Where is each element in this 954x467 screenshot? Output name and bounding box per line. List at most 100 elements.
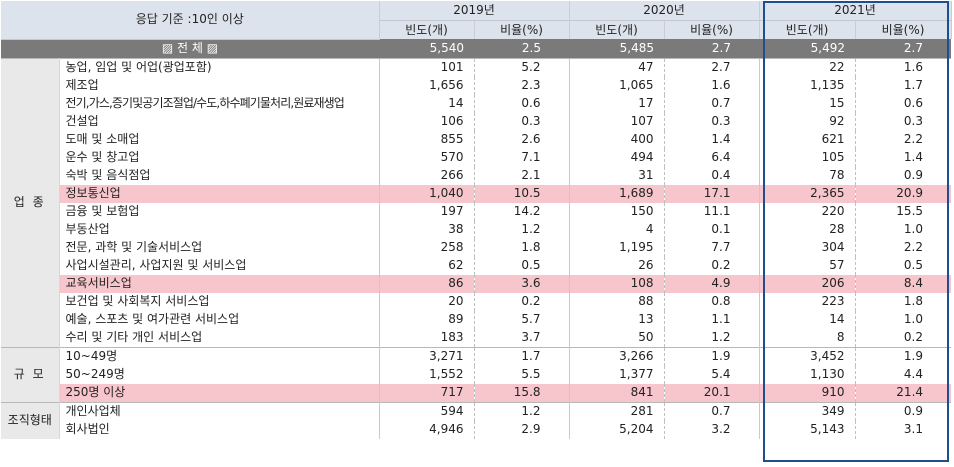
cell-freq-2019: 86 bbox=[378, 274, 475, 293]
row-label: 10~49명 bbox=[59, 346, 380, 366]
cell-ratio-2021: 1.0 bbox=[854, 310, 952, 329]
cell-freq-2020: 107 bbox=[568, 112, 665, 131]
row-label: 정보통신업 bbox=[59, 184, 380, 203]
cell-freq-2019: 717 bbox=[378, 383, 475, 402]
table-row: 도매 및 소매업 855 2.6 400 1.4 621 2.2 bbox=[1, 130, 952, 149]
cell-freq-2021: 28 bbox=[758, 220, 856, 239]
ratio-header-2021: 비율(%) bbox=[855, 20, 952, 39]
cell-freq-2021: 223 bbox=[758, 292, 856, 311]
cell-ratio-2021: 20.9 bbox=[854, 184, 952, 203]
cell-ratio-2019: 1.8 bbox=[473, 238, 570, 257]
cell-freq-2019: 89 bbox=[378, 310, 475, 329]
cell-freq-2021: 1,135 bbox=[758, 76, 856, 95]
table-row: 교육서비스업 86 3.6 108 4.9 206 8.4 bbox=[1, 274, 952, 293]
table-row: 250명 이상 717 15.8 841 20.1 910 21.4 bbox=[1, 383, 952, 402]
cell-ratio-2021: 0.9 bbox=[854, 166, 952, 185]
cell-ratio-2019: 0.6 bbox=[473, 94, 570, 113]
table-header: 응답 기준 :10인 이상 2019년 2020년 2021년 빈도(개) 비율… bbox=[1, 1, 952, 40]
cell-ratio-2019: 15.8 bbox=[473, 383, 570, 402]
cell-freq-2020: 841 bbox=[568, 383, 665, 402]
cell-freq-2019: 1,656 bbox=[378, 76, 475, 95]
cell-freq-2019: 570 bbox=[378, 148, 475, 167]
cell-ratio-2019: 14.2 bbox=[473, 202, 570, 221]
cell-freq-2020: 5,204 bbox=[568, 420, 665, 439]
total-freq-2020: 5,485 bbox=[569, 39, 665, 58]
cell-freq-2021: 3,452 bbox=[758, 346, 856, 366]
table-row: 규 모 10~49명 3,271 1.7 3,266 1.9 3,452 1.9 bbox=[1, 346, 952, 402]
cell-ratio-2020: 0.7 bbox=[663, 401, 760, 421]
statistics-table: 응답 기준 :10인 이상 2019년 2020년 2021년 빈도(개) 비율… bbox=[1, 1, 952, 439]
table-row: 부동산업 38 1.2 4 0.1 28 1.0 bbox=[1, 220, 952, 239]
row-label: 수리 및 기타 개인 서비스업 bbox=[65, 330, 203, 344]
cell-ratio-2020: 17.1 bbox=[663, 184, 760, 203]
total-freq-2021: 5,492 bbox=[759, 39, 856, 58]
cell-freq-2020: 1,065 bbox=[568, 76, 665, 95]
cell-freq-2019: 106 bbox=[378, 112, 475, 131]
cell-freq-2020: 47 bbox=[568, 57, 665, 77]
cell-freq-2019: 183 bbox=[378, 328, 475, 347]
cell-ratio-2020: 1.1 bbox=[663, 310, 760, 329]
cell-freq-2019: 855 bbox=[378, 130, 475, 149]
row-label: 운수 및 창고업 bbox=[65, 150, 140, 164]
cell-freq-2020: 150 bbox=[568, 202, 665, 221]
group-label-size: 규 모 bbox=[1, 346, 60, 402]
row-label: 부동산업 bbox=[65, 222, 110, 236]
total-row: ▨ 전 체 ▨ 5,540 2.5 5,485 2.7 5,492 2.7 bbox=[1, 39, 952, 58]
cell-ratio-2019: 2.3 bbox=[473, 76, 570, 95]
table-row: 정보통신업 1,040 10.5 1,689 17.1 2,365 20.9 bbox=[1, 184, 952, 203]
cell-ratio-2021: 2.2 bbox=[854, 238, 952, 257]
cell-freq-2019: 3,271 bbox=[378, 346, 475, 366]
cell-ratio-2019: 10.5 bbox=[473, 184, 570, 203]
row-label: 회사법인 bbox=[65, 422, 110, 436]
cell-ratio-2021: 1.7 bbox=[854, 76, 952, 95]
cell-freq-2020: 31 bbox=[568, 166, 665, 185]
cell-ratio-2019: 1.7 bbox=[473, 346, 570, 366]
cell-freq-2019: 14 bbox=[378, 94, 475, 113]
cell-freq-2021: 5,143 bbox=[758, 420, 856, 439]
table-row: 사업시설관리, 사업지원 및 서비스업 62 0.5 26 0.2 57 0.5 bbox=[1, 256, 952, 275]
cell-freq-2020: 88 bbox=[568, 292, 665, 311]
row-label: 금융 및 보험업 bbox=[65, 204, 140, 218]
cell-ratio-2019: 7.1 bbox=[473, 148, 570, 167]
cell-ratio-2019: 2.1 bbox=[473, 166, 570, 185]
cell-ratio-2019: 1.2 bbox=[473, 220, 570, 239]
table-row: 회사법인 4,946 2.9 5,204 3.2 5,143 3.1 bbox=[1, 420, 952, 439]
cell-ratio-2021: 1.4 bbox=[854, 148, 952, 167]
cell-ratio-2021: 0.2 bbox=[854, 328, 952, 347]
cell-ratio-2019: 3.6 bbox=[473, 274, 570, 293]
ratio-header-2019: 비율(%) bbox=[474, 20, 570, 39]
cell-freq-2020: 1,195 bbox=[568, 238, 665, 257]
cell-ratio-2020: 1.4 bbox=[663, 130, 760, 149]
cell-ratio-2021: 8.4 bbox=[854, 274, 952, 293]
cell-freq-2021: 910 bbox=[758, 383, 856, 402]
cell-ratio-2019: 5.5 bbox=[473, 365, 570, 384]
cell-ratio-2020: 7.7 bbox=[663, 238, 760, 257]
total-freq-2019: 5,540 bbox=[379, 39, 475, 58]
cell-freq-2020: 13 bbox=[568, 310, 665, 329]
table-row: 전문, 과학 및 기술서비스업 258 1.8 1,195 7.7 304 2.2 bbox=[1, 238, 952, 257]
cell-freq-2021: 1,130 bbox=[758, 365, 856, 384]
total-ratio-2019: 2.5 bbox=[474, 39, 570, 58]
table-row: 수리 및 기타 개인 서비스업 183 3.7 50 1.2 8 0.2 bbox=[1, 328, 952, 347]
table-row: 건설업 106 0.3 107 0.3 92 0.3 bbox=[1, 112, 952, 131]
cell-ratio-2020: 11.1 bbox=[663, 202, 760, 221]
cell-ratio-2019: 2.9 bbox=[473, 420, 570, 439]
cell-ratio-2019: 5.2 bbox=[473, 57, 570, 77]
cell-ratio-2020: 1.9 bbox=[663, 346, 760, 366]
cell-freq-2019: 1,040 bbox=[378, 184, 475, 203]
cell-ratio-2021: 0.6 bbox=[854, 94, 952, 113]
total-ratio-2021: 2.7 bbox=[855, 39, 952, 58]
cell-freq-2019: 594 bbox=[378, 401, 475, 421]
cell-freq-2021: 57 bbox=[758, 256, 856, 275]
row-label: 도매 및 소매업 bbox=[65, 132, 140, 146]
cell-freq-2019: 1,552 bbox=[378, 365, 475, 384]
year-header-2019: 2019년 bbox=[379, 1, 570, 21]
cell-ratio-2021: 2.2 bbox=[854, 130, 952, 149]
row-label: 개인사업체 bbox=[59, 401, 380, 421]
cell-ratio-2019: 5.7 bbox=[473, 310, 570, 329]
cell-freq-2020: 1,689 bbox=[568, 184, 665, 203]
cell-ratio-2020: 0.4 bbox=[663, 166, 760, 185]
table-row: 예술, 스포츠 및 여가관련 서비스업 89 5.7 13 1.1 14 1.0 bbox=[1, 310, 952, 329]
cell-freq-2020: 281 bbox=[568, 401, 665, 421]
